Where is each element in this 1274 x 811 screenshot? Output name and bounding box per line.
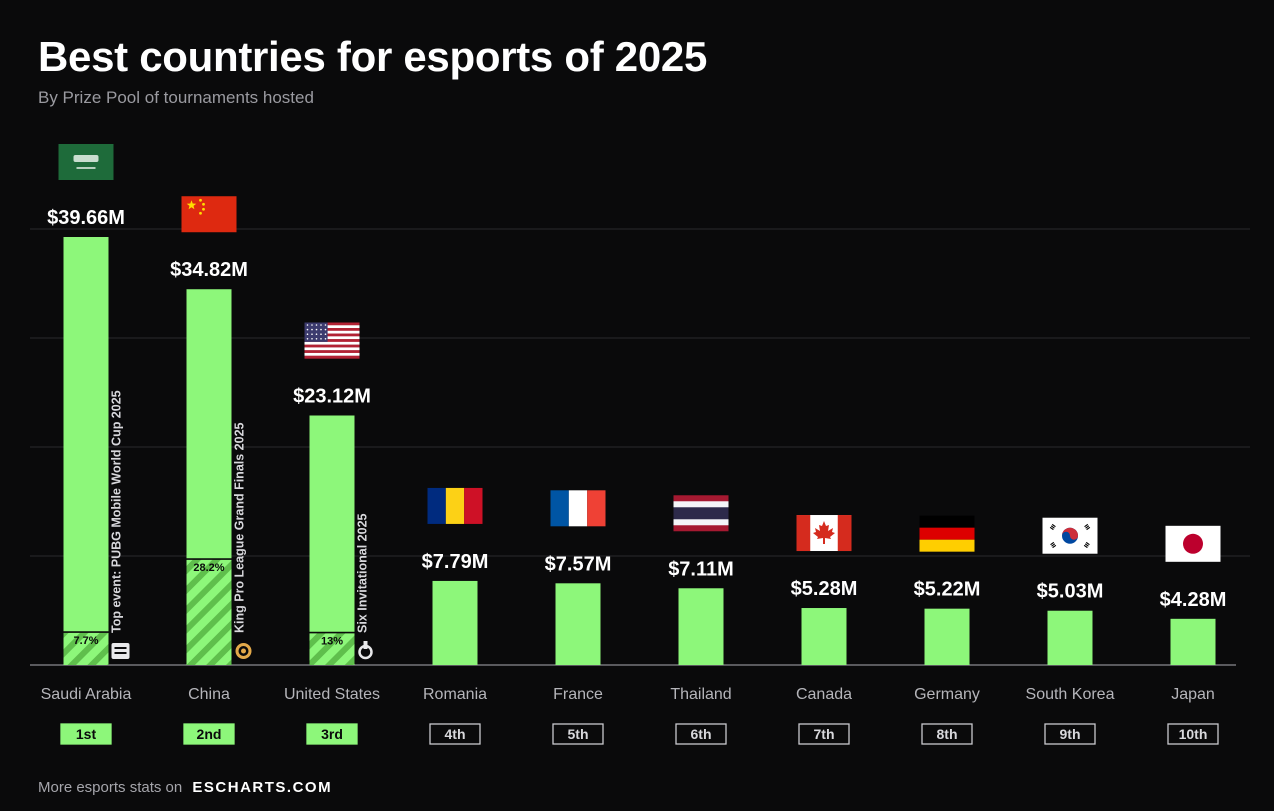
top-event-label: King Pro League Grand Finals 2025 bbox=[233, 422, 247, 633]
footer-brand-link[interactable]: ESCHARTS.COM bbox=[192, 779, 333, 796]
category-label: United States bbox=[284, 686, 380, 703]
bar bbox=[1047, 610, 1093, 665]
category-label: Canada bbox=[796, 686, 852, 703]
footer-text: More esports stats on bbox=[38, 779, 183, 796]
rank-label: 9th bbox=[1060, 726, 1081, 742]
chart-subtitle: By Prize Pool of tournaments hosted bbox=[38, 88, 314, 107]
category-label: France bbox=[553, 686, 603, 703]
china-flag bbox=[181, 196, 237, 233]
rank-badge: 8th bbox=[921, 723, 973, 745]
category-label: South Korea bbox=[1026, 686, 1115, 703]
value-label: $34.82M bbox=[170, 259, 248, 281]
rank-label: 5th bbox=[568, 726, 589, 742]
rank-label: 3rd bbox=[321, 726, 343, 742]
rank-label: 1st bbox=[76, 726, 97, 742]
bar bbox=[555, 583, 601, 665]
value-label: $7.79M bbox=[422, 551, 489, 573]
south-korea-flag bbox=[1042, 517, 1098, 554]
bar bbox=[801, 608, 847, 665]
category-label: China bbox=[188, 686, 230, 703]
value-label: $5.03M bbox=[1037, 581, 1104, 603]
value-label: $7.11M bbox=[668, 558, 734, 580]
rank-badge: 2nd bbox=[183, 723, 235, 745]
japan-flag bbox=[1165, 525, 1221, 562]
saudi-arabia-flag bbox=[58, 144, 114, 180]
top-event-share-label: 28.2% bbox=[193, 562, 224, 574]
rank-badge: 6th bbox=[675, 723, 727, 745]
bar bbox=[1170, 618, 1216, 665]
footer: More esports stats on ESCHARTS.COM bbox=[38, 779, 332, 796]
category-label: Romania bbox=[423, 686, 487, 703]
top-event-label: Top event: PUBG Mobile World Cup 2025 bbox=[110, 390, 124, 633]
top-event-label: Six Invitational 2025 bbox=[356, 513, 370, 633]
bar bbox=[309, 415, 355, 665]
kpl-logo-icon bbox=[235, 643, 252, 659]
pubg-logo-icon bbox=[111, 643, 130, 659]
category-label: Saudi Arabia bbox=[41, 686, 132, 703]
top-event-share-label: 7.7% bbox=[73, 635, 98, 647]
germany-flag bbox=[919, 515, 975, 552]
romania-flag bbox=[427, 487, 483, 524]
rank-label: 6th bbox=[691, 726, 712, 742]
value-label: $23.12M bbox=[293, 385, 371, 407]
rank-badge: 10th bbox=[1167, 723, 1219, 745]
bar bbox=[63, 237, 109, 665]
value-label: $7.57M bbox=[545, 553, 612, 575]
category-label: Japan bbox=[1171, 686, 1215, 703]
top-event-share-label: 13% bbox=[321, 636, 343, 648]
rank-badge: 7th bbox=[798, 723, 850, 745]
rank-badge: 3rd bbox=[306, 723, 358, 745]
rank-label: 10th bbox=[1179, 726, 1208, 742]
rank-badge: 5th bbox=[552, 723, 604, 745]
value-label: $5.22M bbox=[914, 579, 981, 601]
rank-badge: 1st bbox=[60, 723, 112, 745]
rank-label: 2nd bbox=[197, 726, 222, 742]
value-label: $4.28M bbox=[1160, 589, 1227, 611]
canada-flag bbox=[796, 515, 852, 552]
rainbow-six-logo-icon bbox=[358, 641, 373, 660]
top-event-share-segment bbox=[63, 632, 109, 665]
bar bbox=[432, 580, 478, 665]
rank-badge: 9th bbox=[1044, 723, 1096, 745]
top-event-share-segment bbox=[309, 632, 355, 665]
chart-title: Best countries for esports of 2025 bbox=[38, 33, 707, 80]
value-label: $5.28M bbox=[791, 578, 858, 600]
rank-label: 4th bbox=[445, 726, 466, 742]
bar bbox=[678, 588, 724, 665]
united-states-flag bbox=[304, 322, 360, 359]
top-event-share-segment bbox=[186, 559, 232, 665]
value-label: $39.66M bbox=[47, 207, 125, 229]
category-label: Germany bbox=[914, 686, 980, 703]
bar bbox=[924, 608, 970, 665]
rank-label: 8th bbox=[937, 726, 958, 742]
thailand-flag bbox=[673, 495, 729, 532]
rank-badge: 4th bbox=[429, 723, 481, 745]
rank-label: 7th bbox=[814, 726, 835, 742]
category-label: Thailand bbox=[670, 686, 731, 703]
france-flag bbox=[550, 490, 606, 527]
